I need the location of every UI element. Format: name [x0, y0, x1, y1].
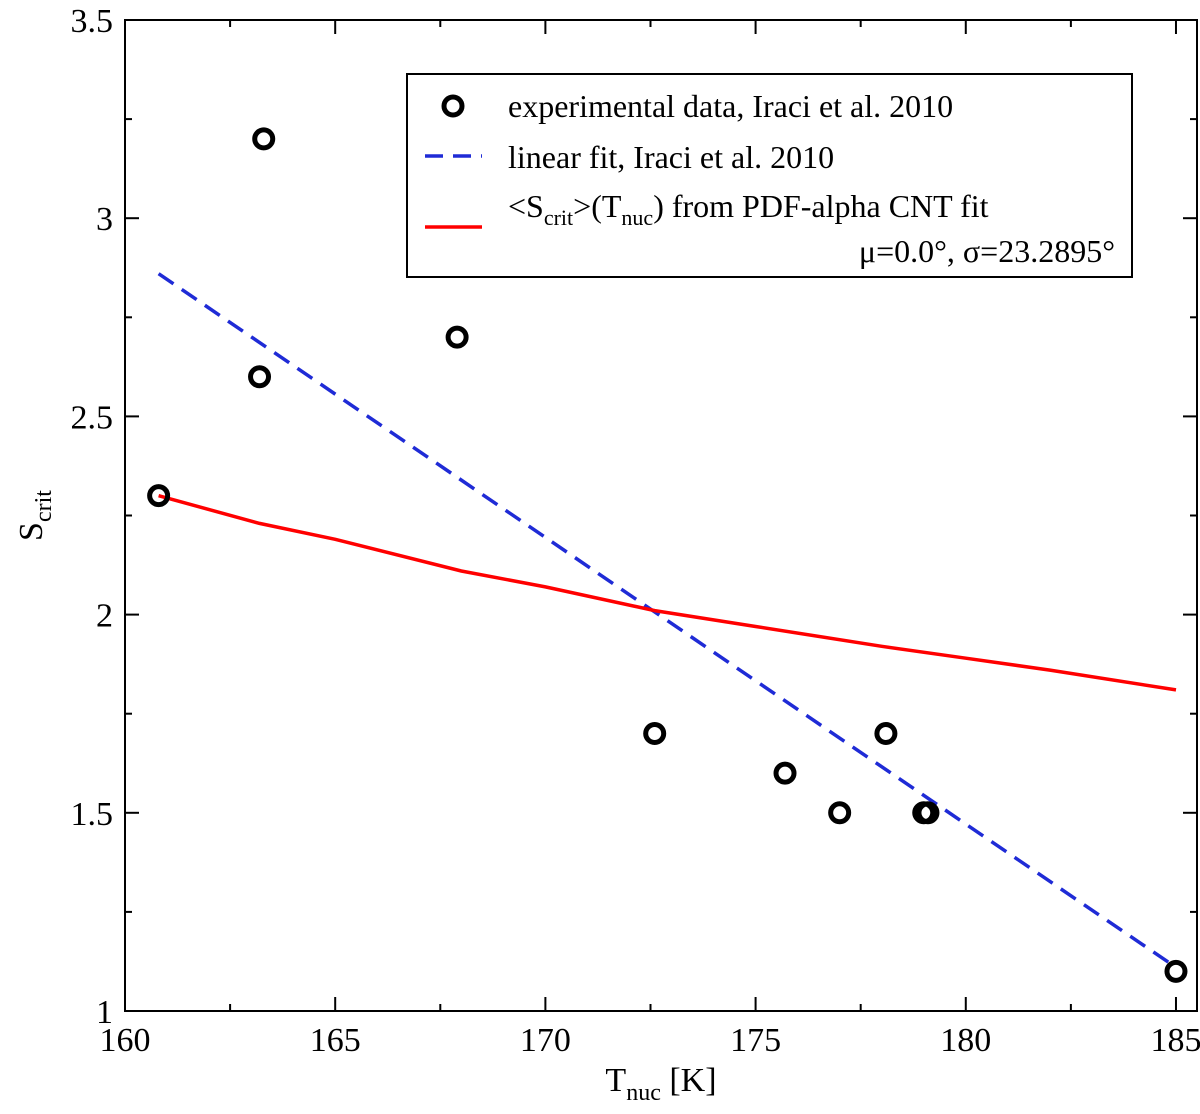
x-tick-label: 160	[100, 1022, 151, 1059]
legend-label-linear-fit: linear fit, Iraci et al. 2010	[508, 139, 834, 175]
x-tick-label: 185	[1150, 1022, 1200, 1059]
data-point	[643, 722, 667, 746]
data-point	[916, 801, 940, 825]
legend-swatches	[425, 94, 482, 229]
x-tick-label: 180	[940, 1022, 991, 1059]
legend-box	[406, 73, 1133, 278]
y-tick-label: 3	[96, 201, 113, 238]
series-layer	[147, 127, 1188, 983]
data-point	[147, 484, 171, 508]
x-axis-label: Tnuc [K]	[605, 1062, 716, 1106]
data-point	[445, 325, 469, 349]
legend-label-experimental: experimental data, Iraci et al. 2010	[508, 88, 953, 124]
legend: experimental data, Iraci et al. 2010 lin…	[406, 73, 1133, 278]
data-point	[1164, 959, 1188, 983]
legend-label-cnt-params: μ=0.0°, σ=23.2895°	[859, 233, 1115, 269]
plot-frame	[124, 19, 1198, 1012]
legend-swatch-experimental	[441, 94, 465, 118]
y-tick-label: 1.5	[71, 796, 114, 833]
y-tick-label: 2.5	[71, 399, 114, 436]
data-point	[874, 722, 898, 746]
data-point	[773, 761, 797, 785]
linear-fit-line	[157, 272, 1177, 969]
data-point	[828, 801, 852, 825]
x-tick-label: 170	[520, 1022, 571, 1059]
data-point	[248, 365, 272, 389]
x-tick-label: 165	[310, 1022, 361, 1059]
y-tick-label: 2	[96, 598, 113, 635]
x-tick-label: 175	[730, 1022, 781, 1059]
cnt-fit-line	[158, 494, 1177, 692]
legend-label-cnt-fit: <Scrit>(Tnuc) from PDF-alpha CNT fit	[508, 188, 989, 230]
data-point	[252, 127, 276, 151]
y-tick-label: 3.5	[71, 3, 114, 40]
y-tick-label: 1	[96, 994, 113, 1031]
y-axis-label: Scrit	[13, 490, 57, 541]
ticks-layer: 160 165 170 175 180 185 1 1.5 2 2.5 3 3.5	[71, 3, 1200, 1059]
